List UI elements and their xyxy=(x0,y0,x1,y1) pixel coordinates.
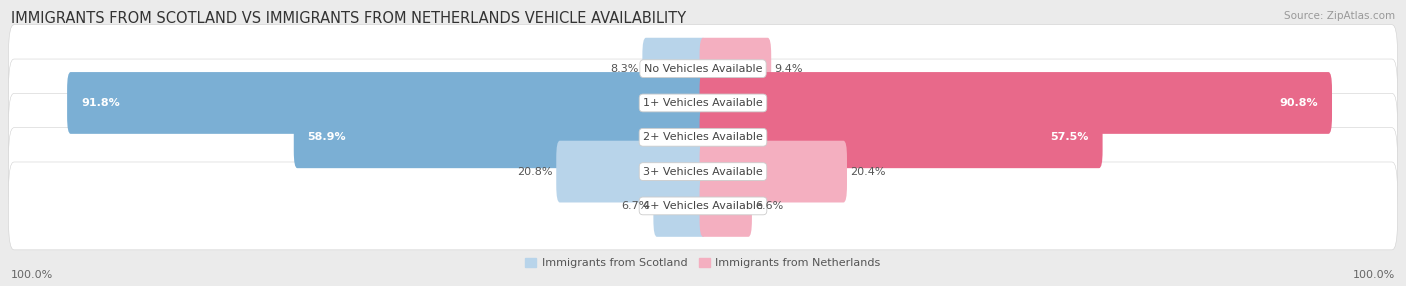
Text: 9.4%: 9.4% xyxy=(775,64,803,74)
FancyBboxPatch shape xyxy=(700,106,1102,168)
FancyBboxPatch shape xyxy=(8,128,1398,216)
Text: 57.5%: 57.5% xyxy=(1050,132,1088,142)
FancyBboxPatch shape xyxy=(700,141,846,202)
FancyBboxPatch shape xyxy=(8,25,1398,113)
Text: 100.0%: 100.0% xyxy=(11,270,53,280)
Text: 8.3%: 8.3% xyxy=(610,64,638,74)
FancyBboxPatch shape xyxy=(294,106,706,168)
Text: 3+ Vehicles Available: 3+ Vehicles Available xyxy=(643,167,763,176)
Text: 1+ Vehicles Available: 1+ Vehicles Available xyxy=(643,98,763,108)
FancyBboxPatch shape xyxy=(8,59,1398,147)
Text: 4+ Vehicles Available: 4+ Vehicles Available xyxy=(643,201,763,211)
Text: 90.8%: 90.8% xyxy=(1279,98,1319,108)
Text: 91.8%: 91.8% xyxy=(82,98,120,108)
Text: 58.9%: 58.9% xyxy=(308,132,346,142)
Text: 20.8%: 20.8% xyxy=(517,167,553,176)
Legend: Immigrants from Scotland, Immigrants from Netherlands: Immigrants from Scotland, Immigrants fro… xyxy=(520,253,886,273)
Text: 100.0%: 100.0% xyxy=(1353,270,1395,280)
FancyBboxPatch shape xyxy=(67,72,706,134)
Text: 20.4%: 20.4% xyxy=(851,167,886,176)
FancyBboxPatch shape xyxy=(557,141,706,202)
FancyBboxPatch shape xyxy=(700,38,772,100)
Text: No Vehicles Available: No Vehicles Available xyxy=(644,64,762,74)
Text: IMMIGRANTS FROM SCOTLAND VS IMMIGRANTS FROM NETHERLANDS VEHICLE AVAILABILITY: IMMIGRANTS FROM SCOTLAND VS IMMIGRANTS F… xyxy=(11,11,686,26)
FancyBboxPatch shape xyxy=(643,38,706,100)
FancyBboxPatch shape xyxy=(700,175,752,237)
Text: Source: ZipAtlas.com: Source: ZipAtlas.com xyxy=(1284,11,1395,21)
FancyBboxPatch shape xyxy=(8,93,1398,181)
Text: 2+ Vehicles Available: 2+ Vehicles Available xyxy=(643,132,763,142)
FancyBboxPatch shape xyxy=(700,72,1331,134)
FancyBboxPatch shape xyxy=(8,162,1398,250)
FancyBboxPatch shape xyxy=(654,175,706,237)
Text: 6.7%: 6.7% xyxy=(621,201,650,211)
Text: 6.6%: 6.6% xyxy=(755,201,783,211)
